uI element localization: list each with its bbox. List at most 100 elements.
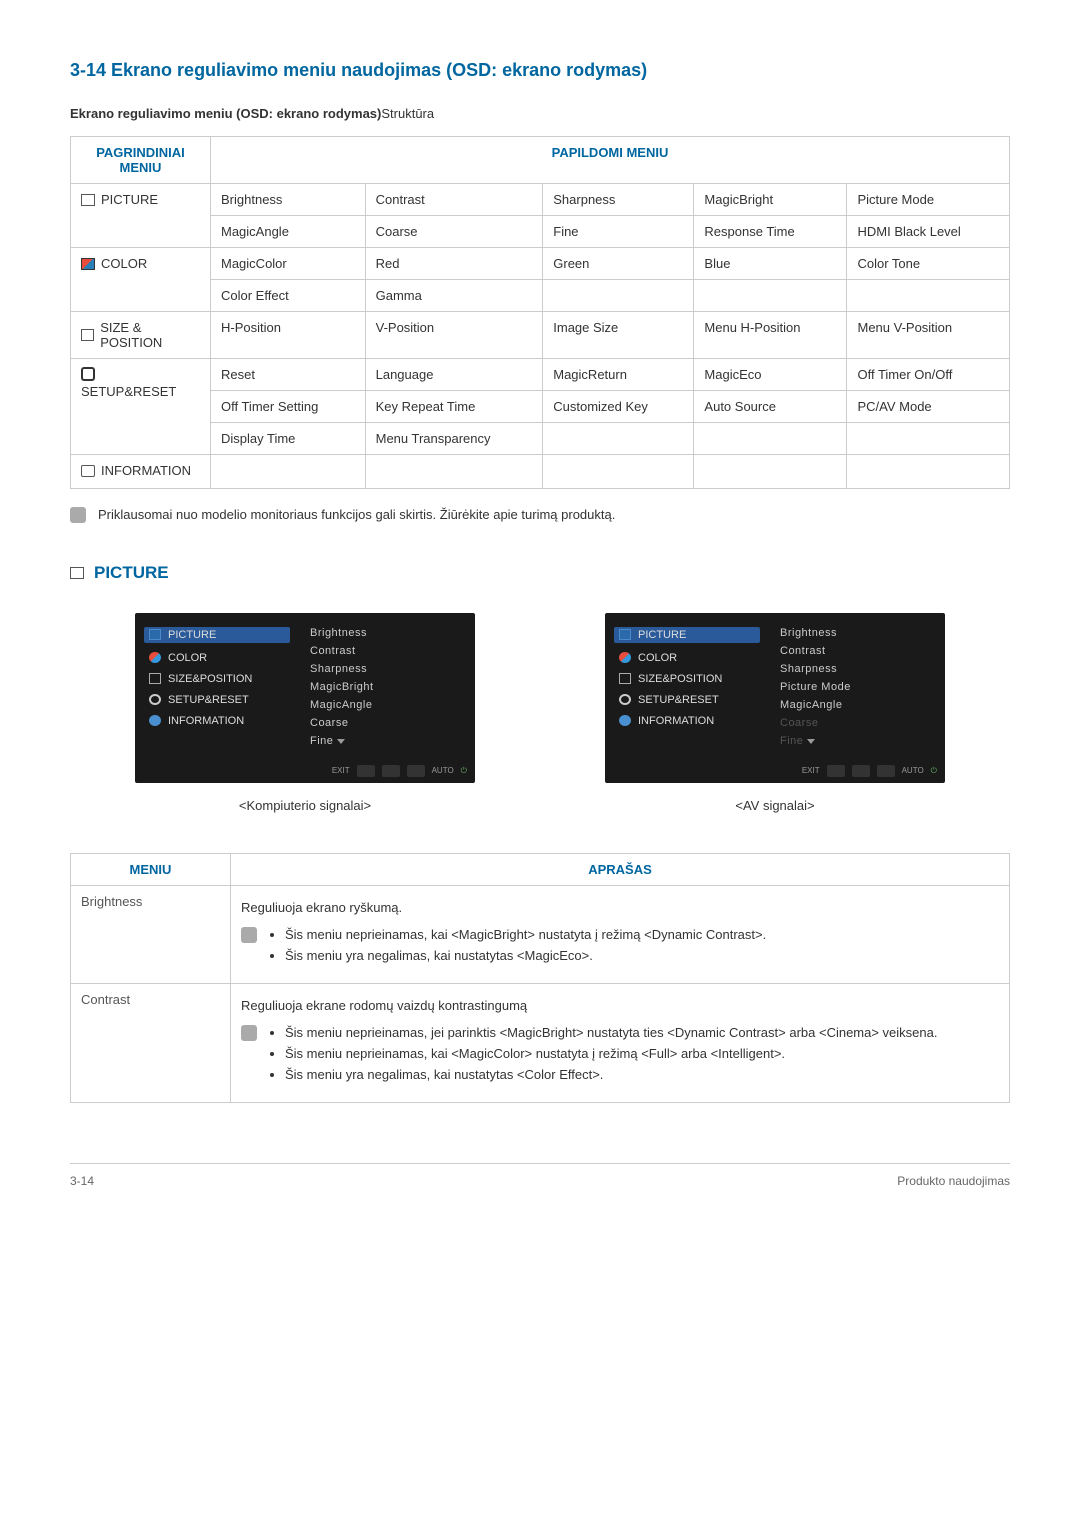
osd-sub-item: Fine (310, 735, 333, 747)
cell: Red (365, 248, 543, 280)
auto-label: AUTO (902, 766, 924, 775)
osd-button-icon (852, 765, 870, 777)
desc-brightness-label: Brightness (71, 885, 231, 983)
footer-right: Produkto naudojimas (897, 1174, 1010, 1188)
desc-text: Reguliuoja ekrane rodomų vaizdų kontrast… (241, 992, 999, 1019)
cell: MagicAngle (211, 216, 366, 248)
desc-contrast-content: Reguliuoja ekrane rodomų vaizdų kontrast… (231, 983, 1010, 1102)
cell: Sharpness (543, 184, 694, 216)
osd-screenshots-row: PICTURE COLOR SIZE&POSITION SETUP&RESET … (70, 613, 1010, 813)
osd-nav-label: PICTURE (168, 629, 216, 641)
gear-icon (81, 367, 95, 381)
cell: Coarse (365, 216, 543, 248)
footer-left: 3-14 (70, 1174, 94, 1188)
cell (694, 455, 847, 489)
osd-button-icon (357, 765, 375, 777)
picture-label: PICTURE (101, 192, 158, 207)
size-icon (81, 329, 94, 341)
cell: MagicEco (694, 359, 847, 391)
desc-text: Reguliuoja ekrano ryškumą. (241, 894, 999, 921)
osd-sub-item: Brightness (780, 627, 945, 639)
subtitle-normal: Struktūra (381, 106, 434, 121)
bullet: Šis meniu yra negalimas, kai nustatytas … (285, 948, 766, 963)
osd-nav-info: INFORMATION (619, 715, 760, 727)
osd-sub-item: MagicBright (310, 681, 475, 693)
osd-nav-label: INFORMATION (638, 715, 714, 727)
desc-contrast-label: Contrast (71, 983, 231, 1102)
cell: Green (543, 248, 694, 280)
color-icon (81, 258, 95, 270)
cell: Image Size (543, 312, 694, 359)
info-icon (619, 715, 631, 726)
osd-sub-item: Brightness (310, 627, 475, 639)
cell: Off Timer On/Off (847, 359, 1010, 391)
osd-nav: PICTURE COLOR SIZE&POSITION SETUP&RESET … (135, 627, 290, 753)
color-label: COLOR (101, 256, 147, 271)
osd-button-icon (827, 765, 845, 777)
note-icon (241, 1025, 257, 1041)
color-icon (619, 652, 631, 663)
picture-icon (81, 194, 95, 206)
osd-nav-label: PICTURE (638, 629, 686, 641)
osd-sub-item: MagicAngle (780, 699, 945, 711)
row-info: INFORMATION (71, 455, 211, 489)
osd-left-col: PICTURE COLOR SIZE&POSITION SETUP&RESET … (135, 613, 475, 813)
power-icon: ⏻ (931, 766, 937, 776)
cell: Display Time (211, 423, 366, 455)
cell (211, 455, 366, 489)
picture-section-icon (70, 567, 84, 579)
exit-label: EXIT (332, 766, 350, 775)
osd-sub-item-disabled: Coarse (780, 717, 945, 729)
description-table: MENIU APRAŠAS Brightness Reguliuoja ekra… (70, 853, 1010, 1103)
osd-caption-left: <Kompiuterio signalai> (239, 798, 371, 813)
cell: Gamma (365, 280, 543, 312)
row-color: COLOR (71, 248, 211, 312)
osd-nav-label: INFORMATION (168, 715, 244, 727)
structure-subtitle: Ekrano reguliavimo meniu (OSD: ekrano ro… (70, 106, 1010, 121)
bullet: Šis meniu neprieinamas, kai <MagicBright… (285, 927, 766, 942)
subtitle-bold: Ekrano reguliavimo meniu (OSD: ekrano ro… (70, 106, 381, 121)
desc-bullets: Šis meniu neprieinamas, jei parinktis <M… (267, 1025, 937, 1088)
setup-label: SETUP&RESET (81, 384, 176, 399)
osd-sub-item-disabled: Fine (780, 735, 803, 747)
gear-icon (619, 694, 631, 705)
note-icon (241, 927, 257, 943)
osd-nav-picture: PICTURE (144, 627, 290, 643)
row-setup: SETUP&RESET (71, 359, 211, 455)
cell: Language (365, 359, 543, 391)
cell (847, 423, 1010, 455)
osd-sub-item: MagicAngle (310, 699, 475, 711)
bullet: Šis meniu neprieinamas, kai <MagicColor>… (285, 1046, 937, 1061)
cell: HDMI Black Level (847, 216, 1010, 248)
auto-label: AUTO (432, 766, 454, 775)
th-meniu: MENIU (71, 853, 231, 885)
cell: MagicColor (211, 248, 366, 280)
osd-button-icon (877, 765, 895, 777)
desc-bullets: Šis meniu neprieinamas, kai <MagicBright… (267, 927, 766, 969)
cell (847, 280, 1010, 312)
cell: H-Position (211, 312, 366, 359)
cell: Response Time (694, 216, 847, 248)
osd-nav-color: COLOR (619, 652, 760, 664)
chevron-down-icon (337, 739, 345, 744)
cell: Fine (543, 216, 694, 248)
osd-caption-right: <AV signalai> (735, 798, 814, 813)
gear-icon (149, 694, 161, 705)
cell: Color Effect (211, 280, 366, 312)
note-text: Priklausomai nuo modelio monitoriaus fun… (98, 507, 615, 523)
chevron-down-icon (807, 739, 815, 744)
cell: Blue (694, 248, 847, 280)
cell: Customized Key (543, 391, 694, 423)
exit-label: EXIT (802, 766, 820, 775)
desc-brightness-content: Reguliuoja ekrano ryškumą. Šis meniu nep… (231, 885, 1010, 983)
color-icon (149, 652, 161, 663)
page-footer: 3-14 Produkto naudojimas (70, 1163, 1010, 1188)
picture-icon (619, 629, 631, 640)
osd-footer: EXIT AUTO ⏻ (802, 765, 937, 777)
picture-section-header: PICTURE (70, 563, 1010, 583)
osd-sub-item: Contrast (310, 645, 475, 657)
cell (694, 280, 847, 312)
osd-panel-computer: PICTURE COLOR SIZE&POSITION SETUP&RESET … (135, 613, 475, 783)
cell: Brightness (211, 184, 366, 216)
info-icon (81, 465, 95, 477)
